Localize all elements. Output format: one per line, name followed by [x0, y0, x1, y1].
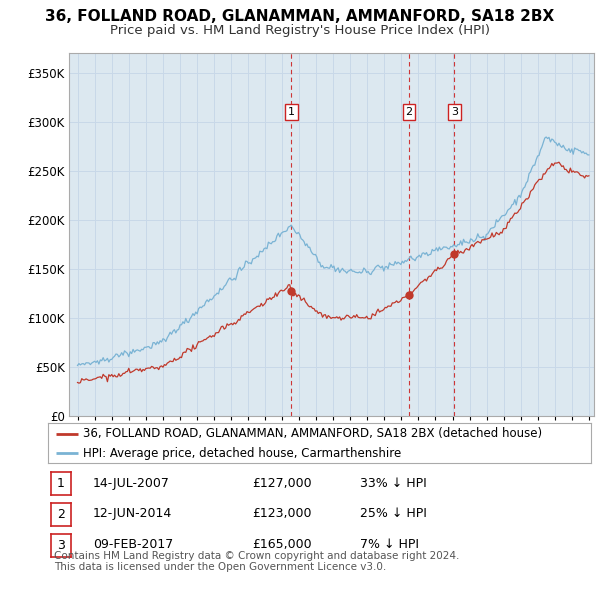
Text: 1: 1: [288, 107, 295, 117]
Text: 09-FEB-2017: 09-FEB-2017: [93, 538, 173, 551]
Text: 36, FOLLAND ROAD, GLANAMMAN, AMMANFORD, SA18 2BX (detached house): 36, FOLLAND ROAD, GLANAMMAN, AMMANFORD, …: [83, 427, 542, 440]
Text: 36, FOLLAND ROAD, GLANAMMAN, AMMANFORD, SA18 2BX: 36, FOLLAND ROAD, GLANAMMAN, AMMANFORD, …: [46, 9, 554, 24]
Text: HPI: Average price, detached house, Carmarthenshire: HPI: Average price, detached house, Carm…: [83, 447, 401, 460]
Text: 25% ↓ HPI: 25% ↓ HPI: [360, 507, 427, 520]
Text: £127,000: £127,000: [252, 477, 311, 490]
Text: £165,000: £165,000: [252, 538, 311, 551]
Text: This data is licensed under the Open Government Licence v3.0.: This data is licensed under the Open Gov…: [54, 562, 386, 572]
Text: 7% ↓ HPI: 7% ↓ HPI: [360, 538, 419, 551]
Text: 3: 3: [57, 539, 65, 552]
Text: 33% ↓ HPI: 33% ↓ HPI: [360, 477, 427, 490]
Text: 3: 3: [451, 107, 458, 117]
Text: £123,000: £123,000: [252, 507, 311, 520]
Text: Contains HM Land Registry data © Crown copyright and database right 2024.: Contains HM Land Registry data © Crown c…: [54, 552, 460, 561]
Text: 2: 2: [406, 107, 413, 117]
Text: Price paid vs. HM Land Registry's House Price Index (HPI): Price paid vs. HM Land Registry's House …: [110, 24, 490, 37]
Text: 14-JUL-2007: 14-JUL-2007: [93, 477, 170, 490]
Text: 2: 2: [57, 508, 65, 521]
Text: 1: 1: [57, 477, 65, 490]
Text: 12-JUN-2014: 12-JUN-2014: [93, 507, 172, 520]
